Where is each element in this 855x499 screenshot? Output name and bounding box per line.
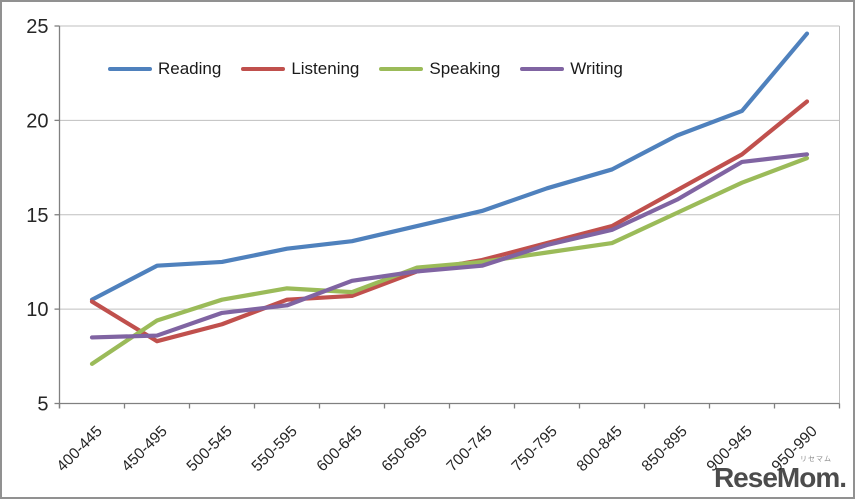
resemom-logo-katakana: リセマム [800, 456, 832, 463]
x-axis-tick-label: 400-445 [54, 423, 106, 475]
x-axis-tick-label: 600-645 [314, 423, 366, 475]
x-axis-tick-label: 450-495 [119, 423, 171, 475]
x-axis-tick-label: 550-595 [249, 423, 301, 475]
y-axis-tick-label: 5 [37, 394, 48, 416]
legend-item-speaking: Speaking [379, 60, 500, 77]
chart-legend: Reading Listening Speaking Writing [108, 60, 643, 77]
listening-line-swatch-icon [241, 66, 286, 71]
x-axis-tick-label: 500-545 [184, 423, 236, 475]
resemom-logo-text: ReseMom. [713, 462, 847, 493]
series-line-writing [89, 152, 810, 340]
y-axis-tick-label: 10 [26, 299, 48, 321]
legend-label-reading: Reading [158, 59, 222, 78]
x-axis-tick-label: 750-795 [509, 423, 561, 475]
y-axis-tick-label: 15 [26, 205, 48, 227]
x-axis-tick-label: 950-990 [769, 423, 822, 476]
series-line-reading [89, 31, 810, 302]
legend-item-listening: Listening [241, 60, 359, 77]
speaking-line-swatch-icon [379, 66, 424, 71]
legend-item-reading: Reading [108, 60, 221, 77]
resemom-logo: リセマム ReseMom. [713, 456, 847, 493]
x-axis-tick-label: 900-945 [704, 423, 756, 475]
x-axis-tick-label: 850-895 [639, 423, 691, 475]
y-axis-tick-label: 20 [26, 110, 48, 132]
reading-line-swatch-icon [108, 66, 152, 71]
x-axis-tick-label: 700-745 [444, 423, 496, 475]
legend-label-writing: Writing [570, 59, 623, 78]
writing-line-swatch-icon [520, 66, 565, 71]
legend-label-listening: Listening [291, 59, 360, 78]
y-axis-tick-label: 25 [26, 16, 48, 38]
x-axis-tick-label: 650-695 [379, 423, 431, 475]
legend-item-writing: Writing [520, 60, 623, 77]
x-axis-tick-label: 800-845 [574, 423, 626, 475]
series-line-speaking [89, 156, 810, 366]
legend-label-speaking: Speaking [429, 59, 501, 78]
